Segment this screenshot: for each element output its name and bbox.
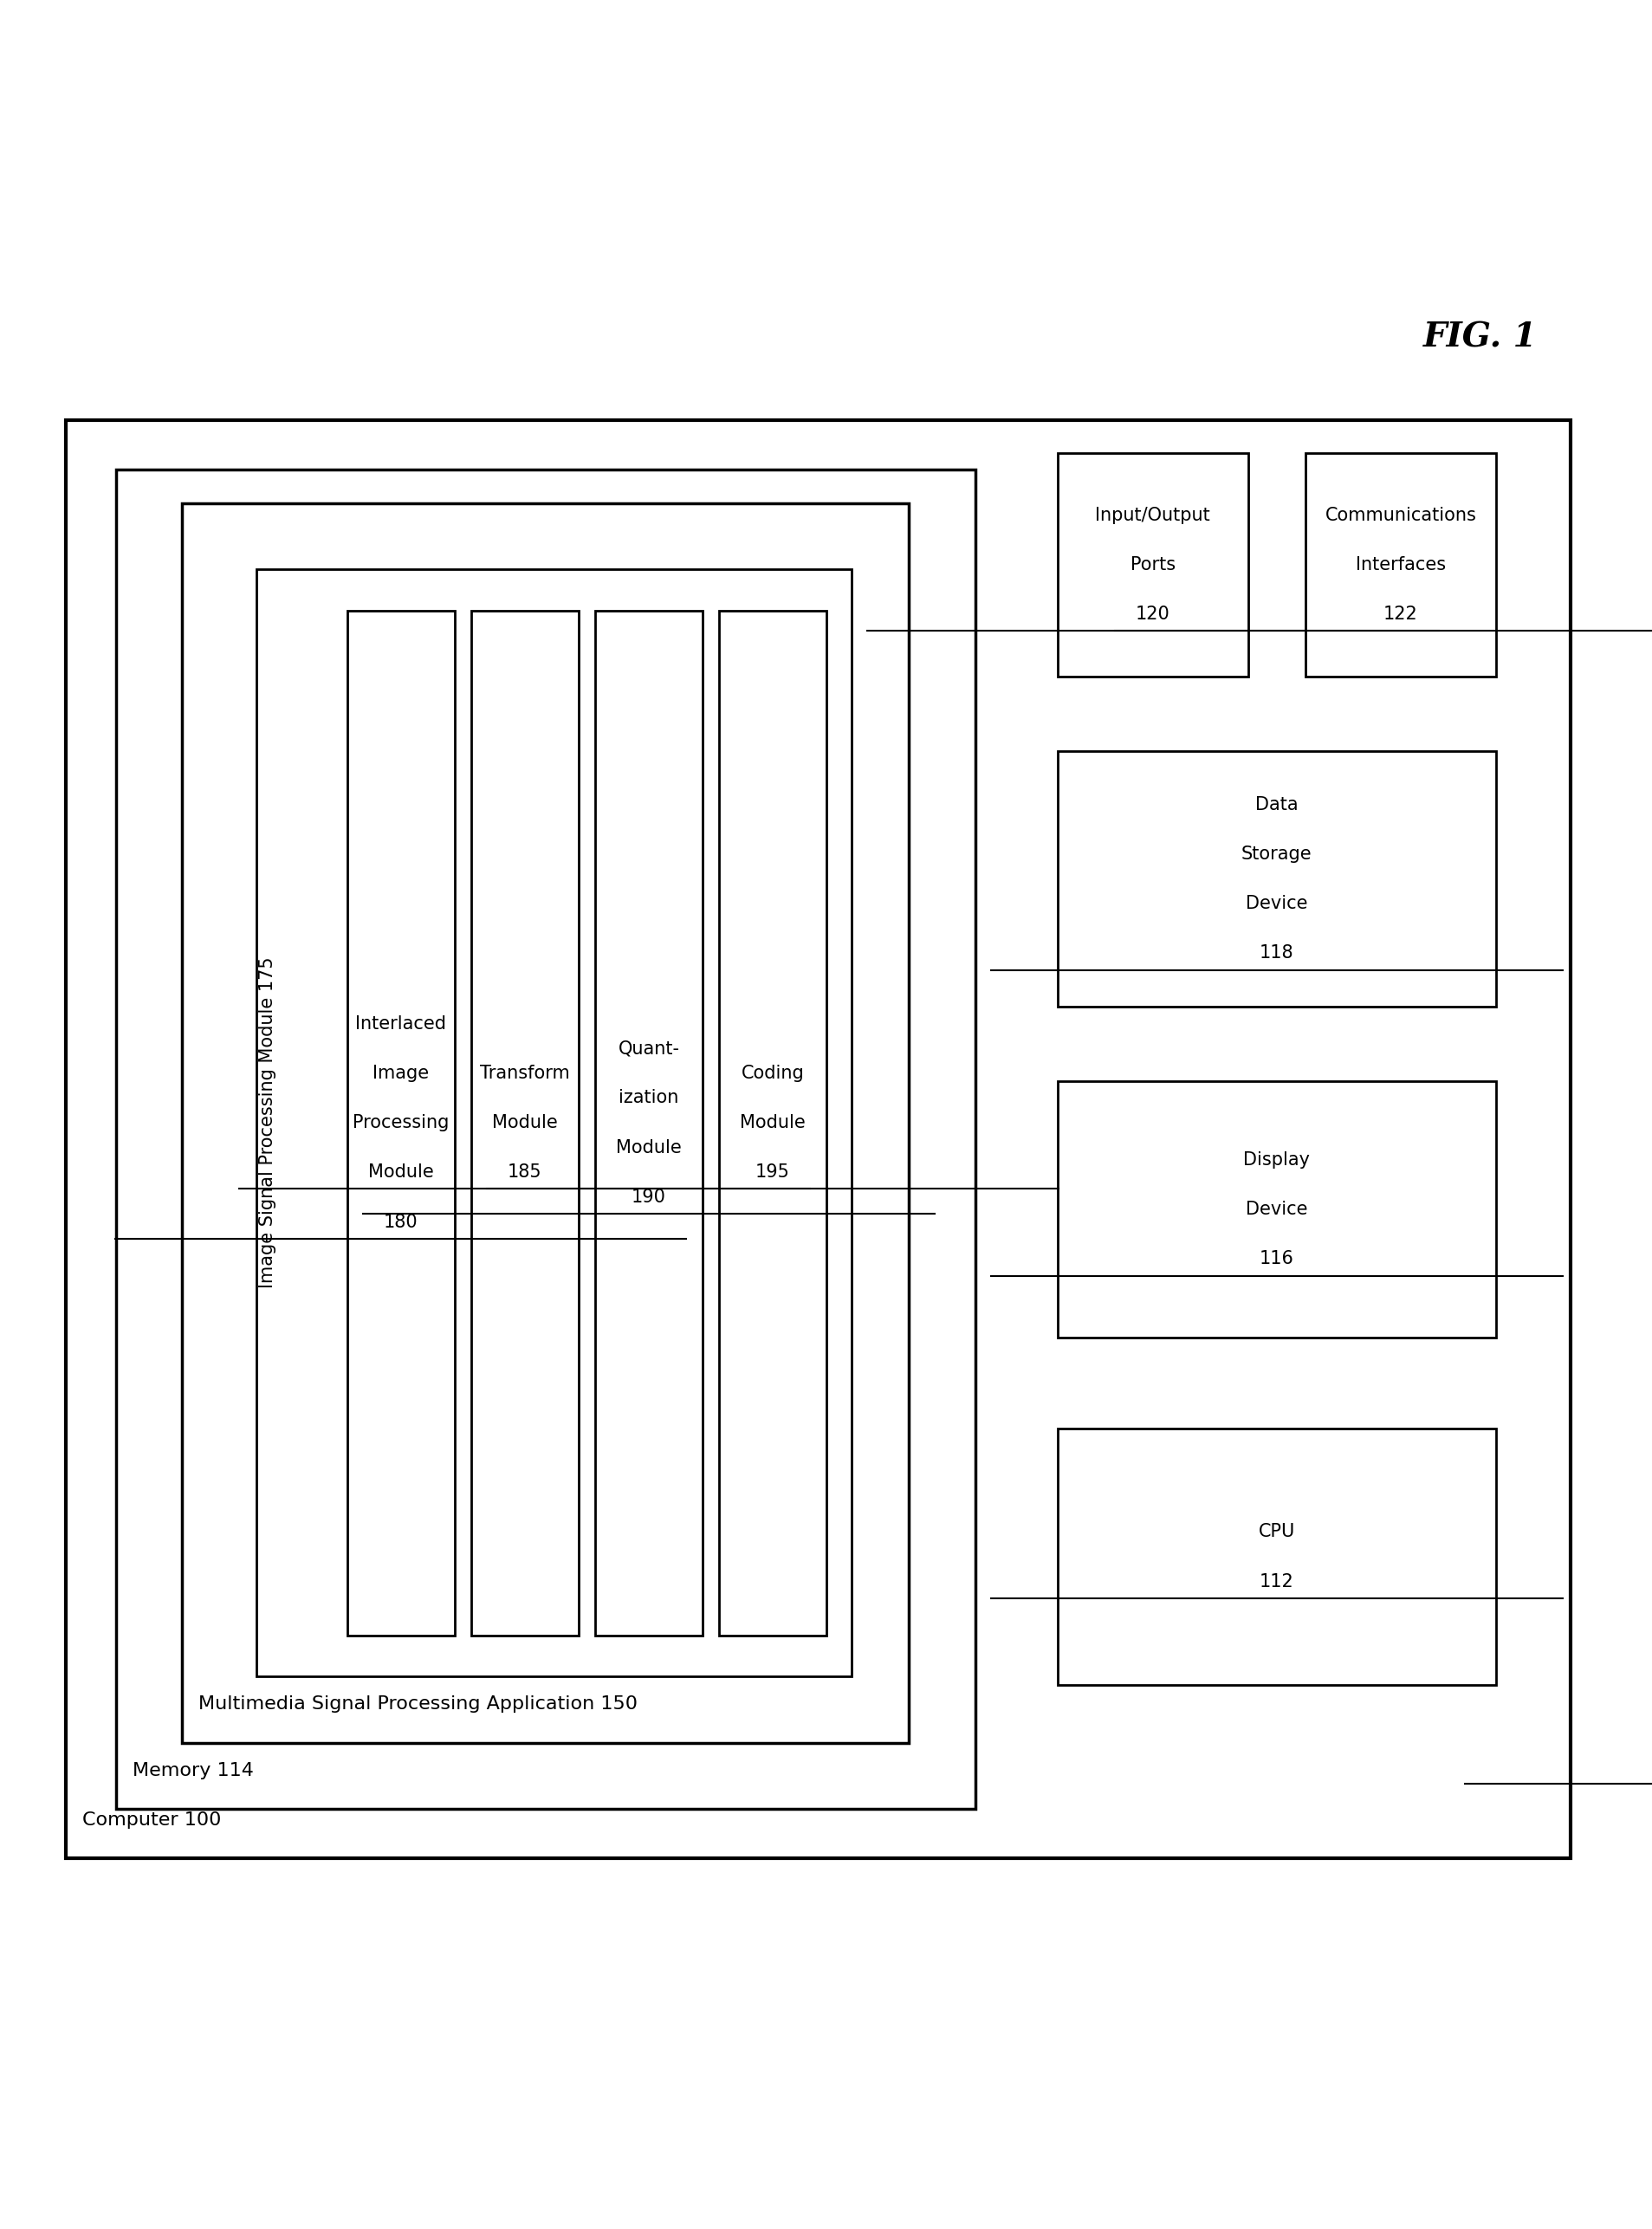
Text: 122: 122 <box>1383 606 1417 624</box>
Text: Communications: Communications <box>1325 506 1475 524</box>
Text: Interlaced: Interlaced <box>355 1014 446 1032</box>
Bar <box>66 421 1569 1859</box>
Text: 116: 116 <box>1259 1250 1294 1268</box>
Text: Transform: Transform <box>479 1065 570 1081</box>
Text: Input/Output: Input/Output <box>1095 506 1209 524</box>
Text: Ports: Ports <box>1130 557 1175 573</box>
Bar <box>182 504 909 1743</box>
Text: Image Signal Processing Module 175: Image Signal Processing Module 175 <box>259 956 276 1288</box>
Text: 118: 118 <box>1259 945 1294 963</box>
Text: Computer 100: Computer 100 <box>83 1812 221 1828</box>
Bar <box>471 611 578 1636</box>
Text: FIG. 1: FIG. 1 <box>1422 321 1536 354</box>
Text: Processing: Processing <box>352 1114 449 1132</box>
Text: Storage: Storage <box>1241 845 1312 863</box>
Text: Data: Data <box>1254 796 1298 814</box>
Bar <box>1057 1429 1495 1685</box>
Text: CPU: CPU <box>1257 1522 1295 1540</box>
Text: Module: Module <box>492 1114 557 1132</box>
Text: Module: Module <box>616 1139 681 1157</box>
Text: Coding: Coding <box>740 1065 805 1081</box>
Bar <box>1305 452 1495 675</box>
Text: Quant-: Quant- <box>618 1039 679 1057</box>
Text: Device: Device <box>1246 896 1307 912</box>
Text: 120: 120 <box>1135 606 1170 624</box>
Text: Image: Image <box>372 1065 430 1081</box>
Bar <box>1057 1081 1495 1337</box>
Bar <box>1057 751 1495 1008</box>
Text: Interfaces: Interfaces <box>1355 557 1446 573</box>
Text: Module: Module <box>368 1164 433 1181</box>
Text: 112: 112 <box>1259 1574 1294 1589</box>
Text: 180: 180 <box>383 1213 418 1230</box>
Text: Device: Device <box>1246 1201 1307 1219</box>
Bar <box>347 611 454 1636</box>
Text: 185: 185 <box>507 1164 542 1181</box>
Bar <box>719 611 826 1636</box>
Bar <box>256 568 851 1676</box>
Bar <box>595 611 702 1636</box>
Text: 190: 190 <box>631 1188 666 1206</box>
Bar <box>116 470 975 1808</box>
Bar <box>1057 452 1247 675</box>
Text: Module: Module <box>740 1114 805 1132</box>
Text: 195: 195 <box>755 1164 790 1181</box>
Text: ization: ization <box>618 1090 679 1106</box>
Text: Memory 114: Memory 114 <box>132 1761 253 1779</box>
Text: Display: Display <box>1242 1152 1310 1168</box>
Text: Multimedia Signal Processing Application 150: Multimedia Signal Processing Application… <box>198 1696 638 1712</box>
